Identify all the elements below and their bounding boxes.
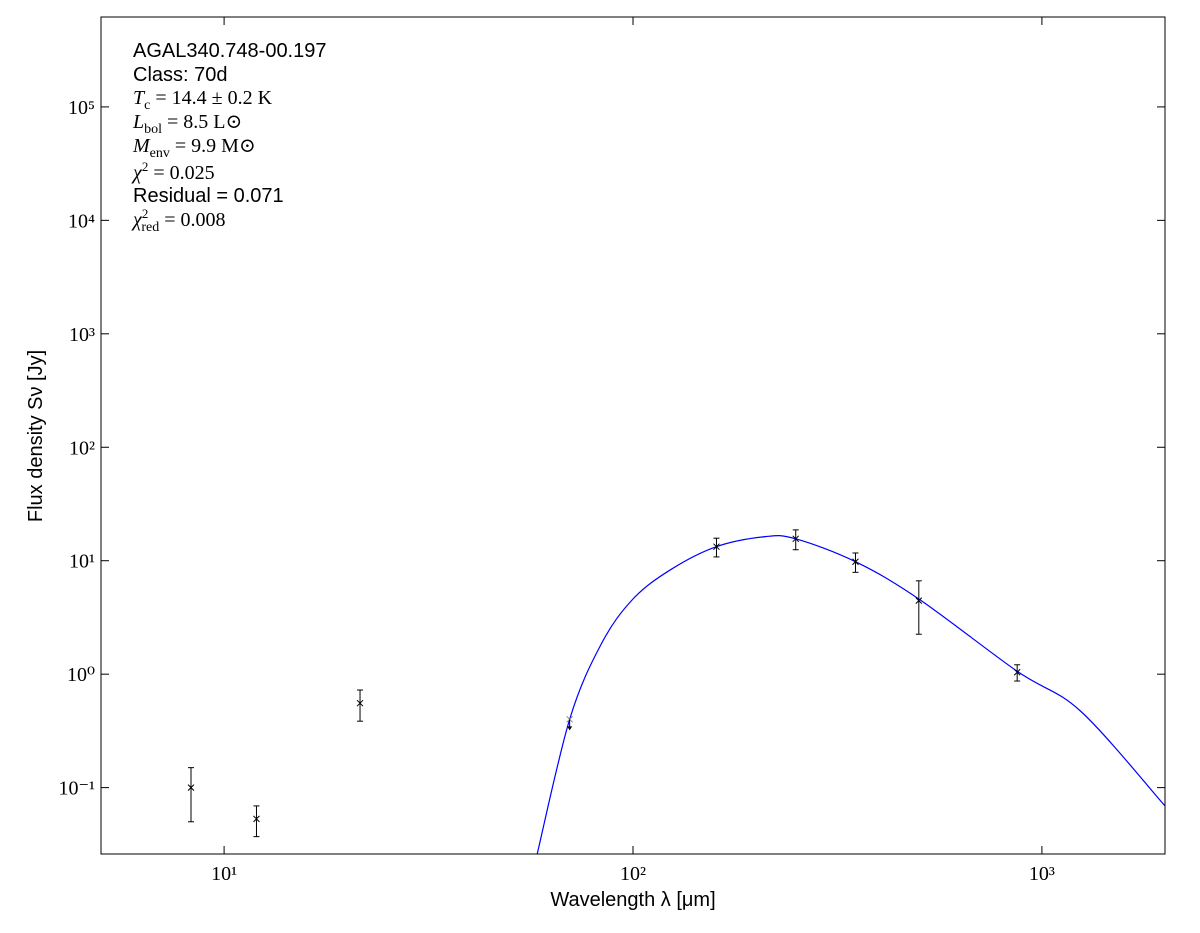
annotation-text: = 0.025 bbox=[148, 162, 214, 184]
model-curve bbox=[536, 535, 1165, 854]
error-bar bbox=[188, 767, 195, 823]
annotation-symbol: L bbox=[132, 111, 144, 133]
x-tick-label: 10¹ bbox=[211, 863, 237, 885]
annotation-symbol: χ bbox=[131, 162, 143, 184]
error-bar bbox=[253, 805, 260, 838]
annotation-subscript: c bbox=[144, 98, 150, 113]
data-point bbox=[356, 699, 364, 707]
upper-limit-arrowhead bbox=[567, 726, 573, 731]
data-point bbox=[1013, 668, 1021, 676]
data-point bbox=[852, 558, 859, 566]
annotation-subscript: red bbox=[141, 220, 159, 235]
data-point bbox=[915, 597, 923, 604]
error-bar bbox=[915, 580, 922, 635]
x-tick-label: 10² bbox=[620, 863, 646, 885]
error-bar bbox=[792, 529, 799, 551]
x-axis-label: Wavelength λ [μm] bbox=[550, 889, 715, 911]
annotation-symbol: T bbox=[133, 87, 146, 109]
error-bar bbox=[357, 689, 364, 722]
annotation: χ2 red = 0.008 bbox=[131, 206, 225, 235]
annotation: Menv = 9.9 M⊙ bbox=[132, 135, 256, 161]
annotation-subscript: env bbox=[150, 146, 170, 161]
annotation-symbol: M bbox=[132, 135, 151, 157]
annotation: χ2 = 0.025 bbox=[131, 159, 215, 184]
annotation-text: = 0.008 bbox=[159, 209, 225, 231]
y-tick-label: 10⁻¹ bbox=[58, 778, 95, 800]
annotation-symbol: χ bbox=[131, 209, 143, 231]
error-bar bbox=[713, 537, 720, 558]
annotation-superscript: 2 bbox=[142, 206, 149, 221]
error-bar bbox=[852, 552, 859, 573]
plot-area bbox=[187, 529, 1165, 854]
data-point bbox=[713, 543, 720, 551]
annotation: Class: 70d bbox=[133, 64, 228, 86]
annotation: Tc = 14.4 ± 0.2 K bbox=[133, 87, 273, 113]
annotation-subscript: bol bbox=[144, 122, 162, 137]
y-tick-label: 10⁴ bbox=[68, 210, 95, 232]
data-point bbox=[187, 784, 195, 791]
x-tick-label: 10³ bbox=[1029, 863, 1055, 885]
annotation: Lbol = 8.5 L⊙ bbox=[132, 111, 242, 137]
data-point bbox=[253, 815, 260, 823]
annotation-text: = 8.5 L⊙ bbox=[162, 111, 242, 133]
y-tick-label: 10² bbox=[69, 437, 95, 459]
annotation: Residual = 0.071 bbox=[133, 185, 284, 207]
y-tick-label: 10⁵ bbox=[68, 97, 95, 119]
y-tick-label: 10¹ bbox=[69, 551, 95, 573]
annotation-superscript: 2 bbox=[142, 159, 149, 174]
y-axis-label: Flux density Sν [Jy] bbox=[25, 350, 47, 522]
annotation: AGAL340.748-00.197 bbox=[133, 40, 327, 62]
annotation-text: = 9.9 M⊙ bbox=[170, 135, 256, 157]
annotation-text: = 14.4 ± 0.2 K bbox=[150, 87, 272, 109]
data-point bbox=[792, 535, 800, 543]
y-tick-label: 10³ bbox=[69, 324, 95, 346]
y-tick-label: 10⁰ bbox=[67, 664, 95, 686]
